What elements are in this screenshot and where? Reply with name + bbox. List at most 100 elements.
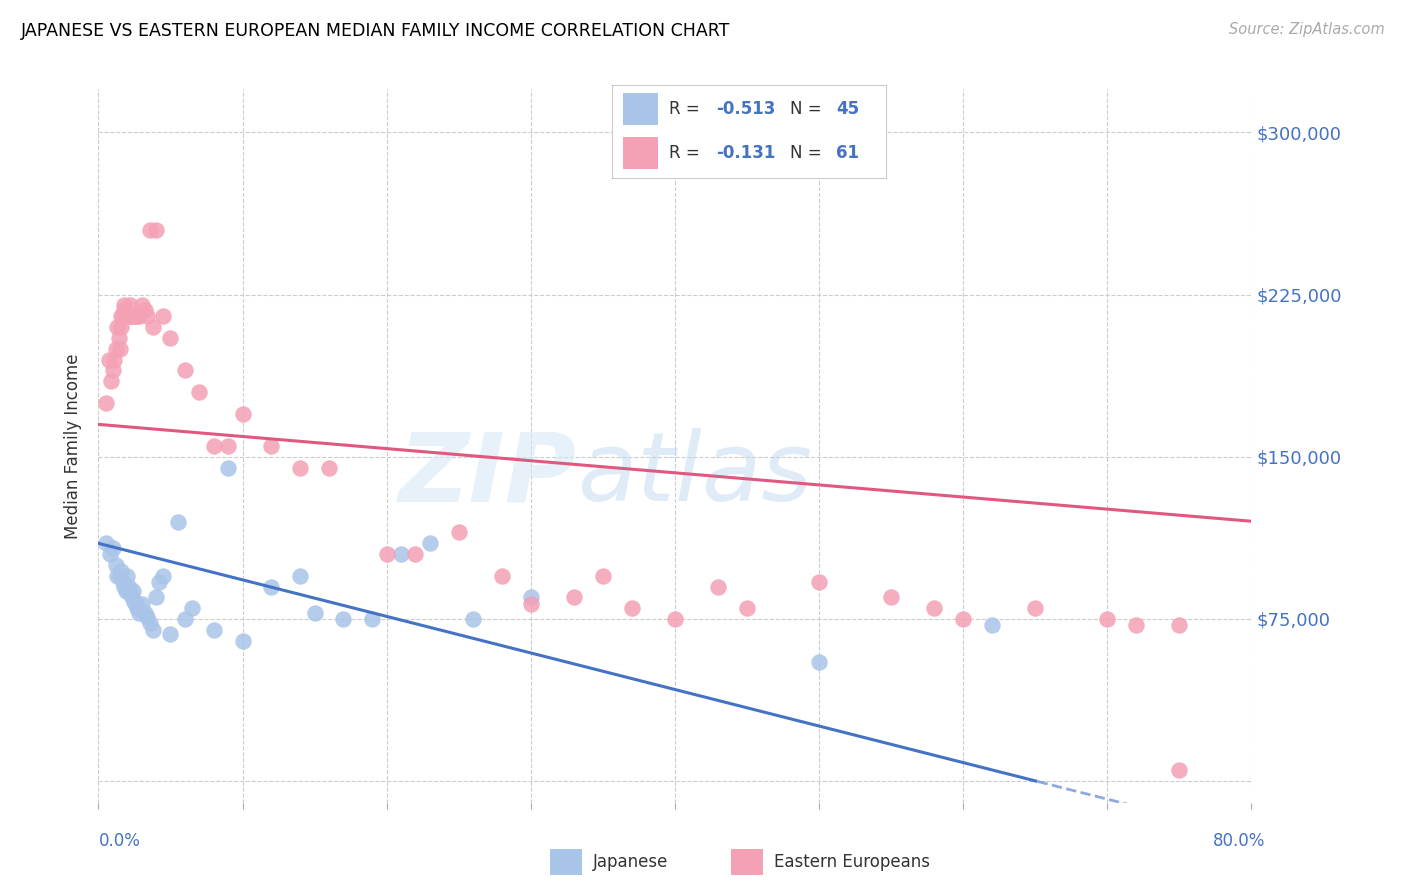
Point — [1024, 601, 1046, 615]
Point — [491, 568, 513, 582]
Point — [101, 541, 124, 555]
Point — [304, 606, 326, 620]
Text: 61: 61 — [837, 144, 859, 161]
Point — [114, 310, 136, 324]
Point — [111, 575, 134, 590]
Bar — [623, 137, 658, 169]
Bar — [731, 849, 762, 875]
Point — [181, 601, 204, 615]
Point — [1125, 618, 1147, 632]
Point — [166, 515, 188, 529]
Point — [217, 460, 239, 475]
Text: 45: 45 — [837, 100, 859, 118]
Point — [120, 586, 142, 600]
Point — [110, 320, 132, 334]
Point — [174, 612, 197, 626]
Point — [124, 310, 146, 324]
Point — [121, 591, 143, 605]
Point — [105, 320, 128, 334]
Point — [562, 591, 585, 605]
Point — [142, 320, 165, 334]
Point — [108, 342, 131, 356]
Point — [104, 558, 127, 572]
Point — [290, 460, 312, 475]
Text: 0.0%: 0.0% — [98, 831, 141, 849]
Point — [103, 352, 125, 367]
Point — [807, 575, 830, 590]
Point — [110, 310, 132, 324]
Point — [112, 580, 135, 594]
Text: 80.0%: 80.0% — [1213, 831, 1265, 849]
Point — [231, 407, 254, 421]
Text: Source: ZipAtlas.com: Source: ZipAtlas.com — [1229, 22, 1385, 37]
Bar — [623, 93, 658, 125]
Point — [94, 536, 117, 550]
Point — [145, 591, 167, 605]
Text: -0.513: -0.513 — [716, 100, 775, 118]
Point — [664, 612, 686, 626]
Text: ZIP: ZIP — [399, 428, 576, 521]
Point — [1168, 618, 1191, 632]
Point — [127, 310, 149, 324]
Point — [128, 606, 150, 620]
Point — [880, 591, 903, 605]
Point — [202, 623, 225, 637]
Point — [807, 655, 830, 669]
Point — [134, 302, 156, 317]
Point — [217, 439, 239, 453]
Point — [114, 583, 136, 598]
Point — [110, 565, 132, 579]
Text: N =: N = — [790, 144, 827, 161]
Point — [419, 536, 441, 550]
Point — [128, 310, 150, 324]
Point — [375, 547, 398, 561]
Text: JAPANESE VS EASTERN EUROPEAN MEDIAN FAMILY INCOME CORRELATION CHART: JAPANESE VS EASTERN EUROPEAN MEDIAN FAMI… — [21, 22, 731, 40]
Point — [117, 310, 139, 324]
Point — [118, 310, 141, 324]
Point — [1168, 764, 1191, 778]
Text: Japanese: Japanese — [593, 853, 669, 871]
Point — [620, 601, 643, 615]
Point — [121, 310, 143, 324]
Point — [107, 331, 129, 345]
Y-axis label: Median Family Income: Median Family Income — [65, 353, 83, 539]
Point — [332, 612, 354, 626]
Text: -0.131: -0.131 — [716, 144, 775, 161]
Point — [159, 627, 181, 641]
Point — [98, 547, 121, 561]
Point — [117, 568, 139, 582]
Point — [105, 568, 128, 582]
Text: N =: N = — [790, 100, 827, 118]
Point — [125, 597, 148, 611]
Point — [111, 310, 134, 324]
Point — [952, 612, 974, 626]
Point — [922, 601, 945, 615]
Point — [125, 310, 148, 324]
Text: R =: R = — [669, 100, 706, 118]
Point — [318, 460, 340, 475]
Point — [260, 580, 283, 594]
Point — [1097, 612, 1119, 626]
Point — [134, 606, 156, 620]
Text: atlas: atlas — [576, 428, 811, 521]
Point — [461, 612, 484, 626]
Point — [152, 568, 174, 582]
Point — [131, 298, 153, 312]
Point — [735, 601, 758, 615]
Bar — [550, 849, 582, 875]
Point — [136, 310, 159, 324]
Point — [260, 439, 283, 453]
Point — [118, 580, 141, 594]
Point — [127, 601, 149, 615]
Point — [122, 583, 145, 598]
Point — [152, 310, 174, 324]
Point — [131, 597, 153, 611]
Point — [112, 302, 135, 317]
Point — [120, 310, 142, 324]
Point — [405, 547, 427, 561]
Point — [142, 623, 165, 637]
Point — [145, 223, 167, 237]
Point — [361, 612, 384, 626]
Point — [136, 610, 159, 624]
Point — [112, 298, 135, 312]
